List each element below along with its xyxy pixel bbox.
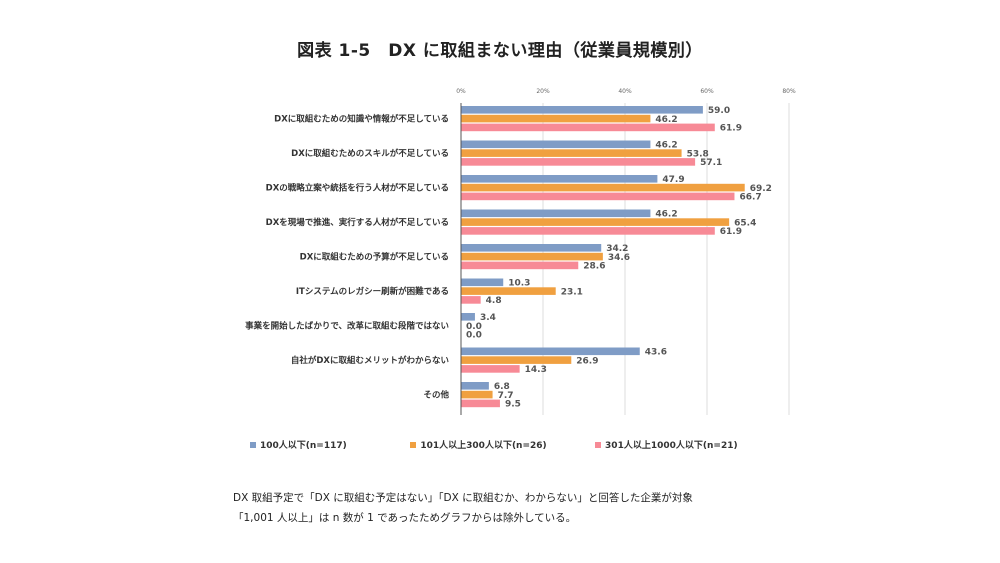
value-label: 53.8 (687, 149, 709, 159)
value-label: 59.0 (708, 106, 730, 116)
bar (461, 390, 493, 399)
value-label: 34.6 (608, 253, 630, 263)
x-tick-label: 20% (536, 88, 550, 95)
value-label: 61.9 (720, 227, 742, 237)
bar (461, 399, 500, 408)
category-label: DXに取組むための知識や情報が不足している (274, 114, 449, 125)
bar (461, 183, 745, 192)
x-axis-ticks: 0% 20% 40% 60% 80% (456, 88, 796, 95)
footnote-1: DX 取組予定で「DX に取組む予定はない」「DX に取組むか、わからない」と回… (233, 492, 693, 504)
value-label: 23.1 (561, 287, 583, 297)
category-label: その他 (423, 390, 449, 401)
value-label: 65.4 (734, 218, 756, 228)
legend-item: 101人以上300人以下(n=26) (410, 438, 595, 451)
category-label: DXに取組むための予算が不足している (300, 252, 449, 263)
value-label: 28.6 (583, 262, 605, 272)
value-label: 34.2 (606, 244, 628, 254)
x-tick-label: 80% (782, 88, 796, 95)
value-label: 10.3 (508, 279, 530, 289)
value-label: 43.6 (645, 348, 667, 358)
value-label: 66.7 (739, 193, 761, 203)
legend-swatch-icon (250, 441, 256, 448)
bar (461, 244, 602, 252)
category-labels: DXに取組むための知識や情報が不足している DXに取組むためのスキルが不足している… (245, 114, 449, 401)
category-label: DXに取組むためのスキルが不足している (291, 148, 449, 159)
value-label: 4.8 (486, 296, 502, 306)
value-label: 6.8 (494, 382, 510, 392)
bar (461, 227, 715, 235)
bar (461, 218, 730, 226)
legend-swatch-icon (410, 441, 417, 448)
bars (461, 106, 745, 408)
value-label: 57.1 (700, 158, 722, 168)
category-label: ITシステムのレガシー刷新が困難である (296, 286, 449, 297)
value-label: 0.0 (466, 331, 482, 341)
category-label: 事業を開始したばかりで、改革に取組む段階ではない (245, 321, 449, 332)
x-tick-label: 60% (700, 88, 714, 95)
x-tick-label: 40% (618, 88, 632, 95)
bar (461, 114, 651, 123)
footnotes: DX 取組予定で「DX に取組む予定はない」「DX に取組むか、わからない」と回… (233, 488, 693, 528)
bar (461, 347, 640, 356)
bar (461, 158, 696, 166)
legend-swatch-icon (595, 441, 602, 448)
bar (461, 313, 475, 321)
value-label: 69.2 (750, 184, 772, 194)
x-tick-label: 0% (456, 88, 466, 95)
bar (461, 192, 735, 201)
value-label: 14.3 (525, 365, 547, 375)
value-labels: 59.0 46.2 61.9 46.2 53.857.1 47.9 69.266.7 46.2… (466, 106, 772, 410)
bar (461, 382, 489, 390)
bar (461, 365, 520, 373)
legend-label: 100人以下(n=117) (260, 441, 347, 451)
bar (461, 106, 703, 114)
bar (461, 356, 572, 364)
value-label: 0.0 (466, 322, 482, 332)
value-label: 26.9 (576, 356, 598, 366)
category-label: 自社がDXに取組むメリットがわからない (291, 355, 449, 366)
footnote-2: 「1,001 人以上」は n 数が 1 であったためグラフからは除外している。 (233, 512, 577, 524)
value-label: 46.2 (655, 115, 677, 125)
bar (461, 209, 651, 218)
value-label: 47.9 (662, 175, 684, 185)
value-label: 46.2 (655, 210, 677, 220)
value-label: 3.4 (480, 313, 496, 323)
category-label: DXを現場で推進、実行する人材が不足している (266, 217, 449, 228)
legend-item: 301人以上1000人以下(n=21) (595, 438, 770, 451)
bar (461, 175, 658, 183)
bar (461, 149, 682, 157)
bar (461, 278, 504, 287)
category-label: DXの戦略立案や統括を行う人材が不足している (266, 183, 449, 194)
bar (461, 287, 556, 295)
value-label: 9.5 (505, 400, 521, 410)
chart-title: 図表 1-5 DX に取組まない理由（従業員規模別） (297, 41, 703, 61)
value-label: 7.7 (498, 391, 514, 401)
legend-item: 100人以下(n=117) (250, 438, 410, 451)
legend-label: 101人以上300人以下(n=26) (420, 441, 547, 451)
bar (461, 252, 603, 261)
bar (461, 123, 715, 132)
bar (461, 140, 651, 149)
value-label: 61.9 (720, 124, 742, 134)
bar (461, 296, 481, 304)
bar (461, 261, 579, 270)
legend: 100人以下(n=117) 101人以上300人以下(n=26) 301人以上100… (250, 438, 770, 451)
value-label: 46.2 (655, 141, 677, 151)
legend-label: 301人以上1000人以下(n=21) (605, 441, 738, 451)
bar-chart: 0% 20% 40% 60% 80% DXに取組むための知識や情報が不足しているDXに取… (245, 88, 796, 415)
